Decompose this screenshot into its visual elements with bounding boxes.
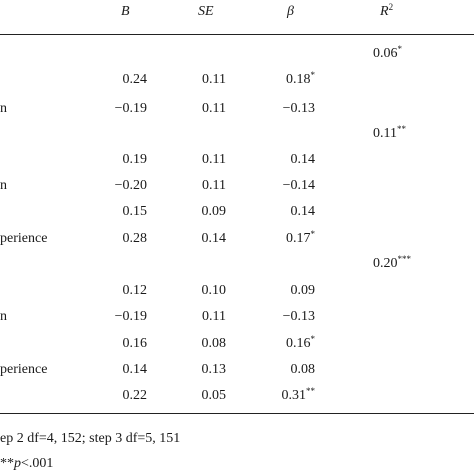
- cell-b: 0.24: [122, 72, 148, 87]
- footnote-significance: **p<.001: [0, 456, 54, 471]
- cell-se: 0.11: [202, 309, 226, 324]
- cell-se: 0.11: [202, 152, 226, 167]
- row-stub: n: [0, 309, 7, 324]
- cell-se: 0.08: [201, 336, 227, 351]
- row-stub: n: [0, 101, 7, 116]
- cell-b: 0.19: [122, 152, 148, 167]
- row-stub: perience: [0, 231, 48, 246]
- cell-beta: 0.17*: [286, 229, 315, 247]
- cell-beta: 0.16*: [286, 334, 315, 352]
- header-rule: [0, 34, 474, 35]
- cell-beta: 0.14: [290, 152, 316, 167]
- header-r2: R2: [380, 2, 394, 20]
- cell-b: −0.19: [114, 101, 147, 116]
- cell-se: 0.05: [201, 388, 227, 403]
- cell-b: 0.15: [122, 204, 148, 219]
- cell-beta: 0.18*: [286, 70, 315, 88]
- cell-b: 0.12: [122, 283, 148, 298]
- cell-b: −0.19: [114, 309, 147, 324]
- cell-beta: 0.31**: [281, 386, 316, 404]
- row-stub: perience: [0, 362, 48, 377]
- step-1-r2: 0.06*: [373, 44, 402, 62]
- cell-se: 0.11: [202, 101, 226, 116]
- header-se: SE: [198, 4, 214, 19]
- cell-se: 0.11: [202, 178, 226, 193]
- bottom-rule: [0, 413, 474, 414]
- cell-se: 0.11: [202, 72, 226, 87]
- row-stub: n: [0, 178, 7, 193]
- step-3-r2: 0.20***: [373, 254, 411, 272]
- header-beta: β: [287, 4, 294, 19]
- cell-beta: −0.14: [282, 178, 315, 193]
- header-r2-exponent: 2: [388, 2, 394, 12]
- step-2-r2: 0.11**: [373, 124, 406, 142]
- header-r2-base: R: [380, 4, 389, 19]
- cell-beta: −0.13: [282, 309, 315, 324]
- cell-b: −0.20: [114, 178, 147, 193]
- cell-beta: 0.09: [290, 283, 316, 298]
- cell-beta: 0.14: [290, 204, 316, 219]
- cell-b: 0.22: [122, 388, 148, 403]
- cell-se: 0.10: [201, 283, 227, 298]
- cell-beta: 0.08: [290, 362, 316, 377]
- header-b: B: [121, 4, 130, 19]
- cell-b: 0.16: [122, 336, 148, 351]
- cell-se: 0.13: [201, 362, 227, 377]
- cell-b: 0.28: [122, 231, 148, 246]
- footnote-df: ep 2 df=4, 152; step 3 df=5, 151: [0, 431, 181, 446]
- cell-se: 0.09: [201, 204, 227, 219]
- cell-se: 0.14: [201, 231, 227, 246]
- cell-beta: −0.13: [282, 101, 315, 116]
- cell-b: 0.14: [122, 362, 148, 377]
